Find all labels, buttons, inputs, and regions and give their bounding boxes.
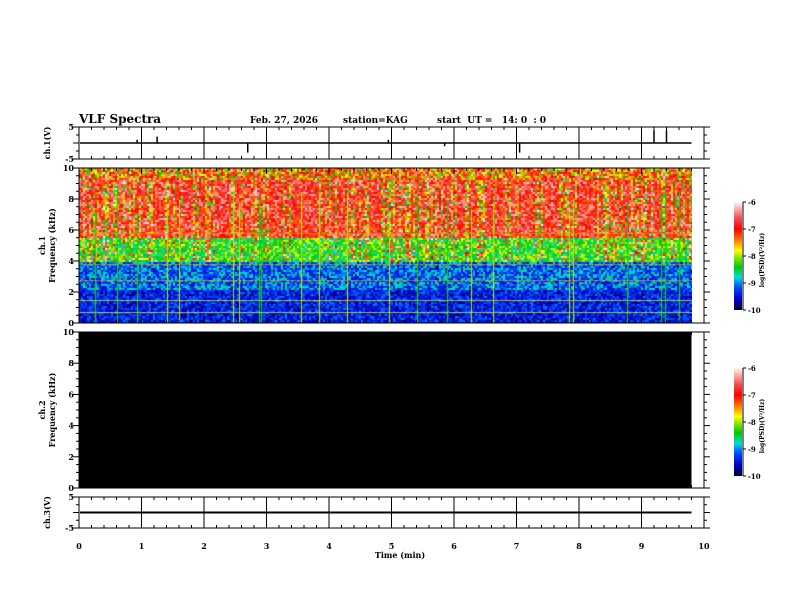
figure-title: VLF Spectra	[78, 112, 161, 126]
y-tick-label: 10	[63, 163, 75, 173]
date-label: Feb. 27, 2026	[250, 116, 318, 126]
x-tick-label: 8	[576, 541, 582, 551]
y-tick-label: -5	[65, 523, 74, 533]
colorbar-label: log(PSD)(V²/Hz)	[759, 233, 766, 288]
y-axis-label: Frequency (kHz)	[47, 208, 57, 283]
colorbar-tick-label: -9	[748, 445, 756, 454]
x-tick-label: 9	[639, 541, 645, 551]
x-axis-label: Time (min)	[375, 550, 425, 560]
x-tick-label: 5	[389, 541, 395, 551]
x-tick-label: 2	[201, 541, 207, 551]
y-tick-label: 6	[68, 225, 74, 235]
colorbar	[734, 202, 742, 310]
y-tick-label: 4	[68, 421, 74, 431]
y-axis-label: ch.1(V)	[42, 126, 52, 159]
y-tick-label: -5	[65, 154, 74, 164]
colorbar-tick-label: -9	[748, 279, 756, 288]
x-tick-label: 0	[76, 541, 82, 551]
x-tick-label: 3	[264, 541, 270, 551]
colorbar-tick-label: -10	[748, 306, 761, 315]
y-tick-label: 4	[68, 256, 74, 266]
y-tick-label: 0	[68, 483, 74, 493]
y-tick-label: 2	[68, 287, 74, 297]
x-tick-label: 7	[514, 541, 520, 551]
y-axis-label: Frequency (kHz)	[47, 372, 57, 447]
x-tick-label: 4	[326, 541, 332, 551]
y-tick-label: 2	[68, 452, 74, 462]
start-time-label: start UT = 14: 0 : 0	[437, 116, 546, 126]
y-tick-label: 0	[68, 318, 74, 328]
colorbar-tick-label: -10	[748, 472, 761, 481]
y-tick-label: 5	[68, 492, 74, 502]
x-tick-label: 6	[451, 541, 457, 551]
y-tick-label: 10	[63, 327, 75, 337]
station-label: station=KAG	[343, 116, 408, 126]
colorbar-tick-label: -8	[748, 252, 756, 261]
y-tick-label: 8	[68, 358, 74, 368]
ch1-spectrogram-heatmap	[79, 168, 692, 323]
y-axis-label: ch.2	[37, 400, 47, 419]
y-axis-label: ch.1	[37, 236, 47, 255]
colorbar	[734, 368, 742, 476]
ch2-spectrogram-fill	[79, 332, 692, 488]
ch1-spectrogram-frame	[78, 167, 705, 324]
y-tick-label: 5	[68, 122, 74, 132]
y-tick-label: 6	[68, 389, 74, 399]
x-tick-label: 10	[698, 541, 710, 551]
colorbar-tick-label: -7	[748, 391, 756, 400]
colorbar-tick-label: -8	[748, 418, 756, 427]
colorbar-tick-label: -6	[748, 198, 756, 207]
colorbar-label: log(PSD)(V²/Hz)	[759, 399, 766, 454]
colorbar-tick-label: -7	[748, 225, 756, 234]
x-tick-label: 1	[139, 541, 145, 551]
y-tick-label: 8	[68, 194, 74, 204]
y-axis-label: ch.3(V)	[42, 496, 52, 529]
colorbar-tick-label: -6	[748, 364, 756, 373]
